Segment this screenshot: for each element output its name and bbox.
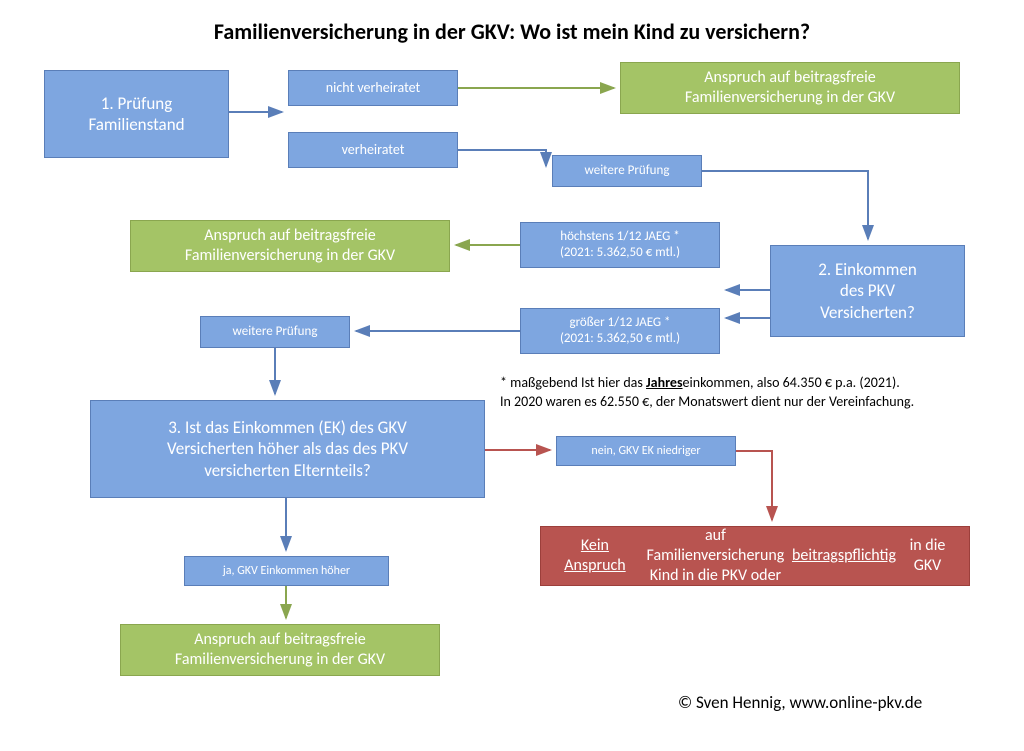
page-title: Familienversicherung in der GKV: Wo ist … — [0, 18, 1024, 45]
arrow-10 — [736, 451, 772, 520]
node-nichtVerh: nicht verheiratet — [288, 70, 458, 106]
node-jaEk: ja, GKV Einkommen höher — [184, 556, 389, 586]
arrow-3 — [702, 171, 868, 239]
node-step2: 2. Einkommendes PKVVersicherten? — [770, 245, 965, 337]
node-limit1: höchstens 1/12 JAEG *(2021: 5.362,50 € m… — [520, 222, 720, 268]
node-weiter2: weitere Prüfung — [200, 316, 350, 348]
node-neinEk: nein, GKV EK niedriger — [556, 436, 736, 466]
node-step1: 1. PrüfungFamilienstand — [44, 70, 229, 158]
node-result1: Anspruch auf beitragsfreieFamilienversic… — [620, 62, 960, 114]
node-limit2: größer 1/12 JAEG *(2021: 5.362,50 € mtl.… — [520, 308, 720, 354]
node-verh: verheiratet — [288, 132, 458, 168]
node-weiter1: weitere Prüfung — [552, 155, 702, 187]
footnote: * maßgebend Ist hier das Jahreseinkommen… — [500, 374, 914, 412]
diagram: { "title": {"text":"Familienversicherung… — [0, 0, 1024, 751]
node-step3: 3. Ist das Einkommen (EK) des GKVVersich… — [90, 400, 485, 498]
credit: © Sven Hennig, www.online-pkv.de — [678, 692, 922, 713]
node-result2: Anspruch auf beitragsfreieFamilienversic… — [130, 220, 450, 272]
arrow-2 — [458, 150, 546, 166]
node-resultRed: Kein Anspruch auf FamilienversicherungKi… — [540, 526, 970, 586]
node-result3: Anspruch auf beitragsfreieFamilienversic… — [120, 624, 440, 676]
